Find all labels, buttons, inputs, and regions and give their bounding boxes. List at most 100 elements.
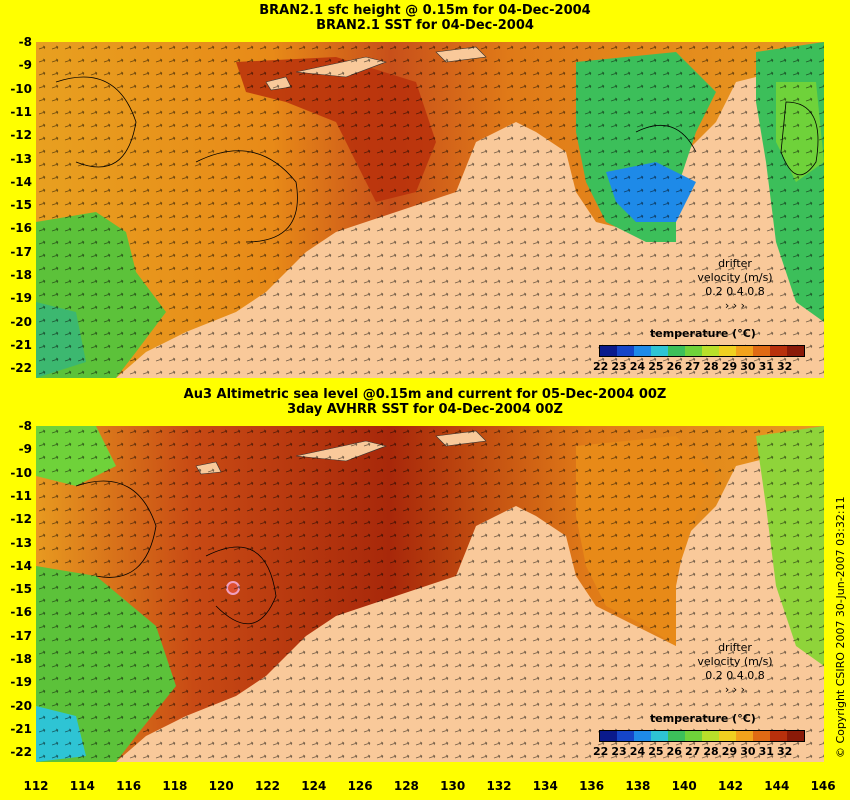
colorbar-label: 31: [758, 745, 774, 758]
colorbar-swatch: [753, 346, 770, 356]
y-tick-label: -13: [10, 535, 32, 550]
y-tick-label: -11: [10, 488, 32, 503]
colorbar-swatch: [617, 346, 634, 356]
colorbar-label: 32: [777, 360, 793, 373]
colorbar-swatch: [668, 731, 685, 741]
y-tick-label: -19: [10, 675, 32, 690]
x-tick-label: 128: [393, 779, 419, 793]
bottom-drifter-line2: velocity (m/s): [697, 655, 773, 668]
bottom-colorbar: [599, 730, 805, 742]
colorbar-label: 25: [648, 745, 664, 758]
y-tick-label: -22: [10, 361, 32, 376]
y-tick-label: -9: [18, 442, 32, 457]
y-tick-label: -19: [10, 291, 32, 306]
x-tick-label: 140: [671, 779, 697, 793]
y-tick-label: -13: [10, 151, 32, 166]
y-tick-label: -12: [10, 512, 32, 527]
x-tick-label: 146: [810, 779, 836, 793]
x-tick-label: 138: [625, 779, 651, 793]
y-tick-label: -18: [10, 268, 32, 282]
y-tick-label: -21: [10, 337, 32, 352]
y-tick-label: -22: [10, 745, 32, 760]
colorbar-label: 26: [666, 745, 682, 758]
bottom-drifter-line1: drifter: [718, 641, 752, 654]
colorbar-label: 24: [629, 745, 646, 758]
y-tick-label: -10: [10, 81, 32, 96]
y-tick-label: -12: [10, 128, 32, 143]
colorbar-swatch: [719, 346, 736, 356]
colorbar-swatch: [634, 346, 651, 356]
bottom-drifter-arrows: › › ›: [724, 683, 746, 696]
copyright-text: © Copyright CSIRO 2007 30-Jun-2007 03:32…: [834, 496, 847, 758]
bottom-map-panel: [36, 426, 824, 762]
top-title-line2: BRAN2.1 SST for 04-Dec-2004: [316, 18, 534, 33]
colorbar-label: 31: [758, 360, 774, 373]
x-tick-label: 116: [116, 779, 142, 793]
top-colorbar: [599, 345, 805, 357]
colorbar-swatch: [770, 731, 787, 741]
y-tick-label: -9: [18, 58, 32, 73]
colorbar-swatch: [651, 346, 668, 356]
x-tick-label: 124: [301, 779, 327, 793]
colorbar-swatch: [634, 731, 651, 741]
colorbar-label: 26: [666, 360, 682, 373]
colorbar-label: 27: [685, 745, 701, 758]
colorbar-swatch: [617, 731, 634, 741]
y-tick-label: -16: [10, 221, 32, 236]
colorbar-label: 30: [740, 745, 756, 758]
x-tick-label: 126: [347, 779, 373, 793]
bottom-title-line1: Au3 Altimetric sea level @0.15m and curr…: [183, 387, 667, 402]
colorbar-swatch: [787, 346, 804, 356]
y-tick-label: -14: [10, 174, 32, 189]
colorbar-label: 25: [648, 360, 664, 373]
colorbar-label: 29: [721, 745, 738, 758]
colorbar-swatch: [787, 731, 804, 741]
x-tick-label: 120: [208, 779, 234, 793]
colorbar-label: 22: [593, 745, 609, 758]
top-drifter-line1: drifter: [718, 257, 752, 270]
colorbar-swatch: [719, 731, 736, 741]
bottom-sst-map: [36, 426, 824, 762]
y-tick-label: -18: [10, 652, 32, 666]
colorbar-swatch: [702, 346, 719, 356]
y-tick-label: -15: [10, 582, 32, 597]
bottom-legend-title: temperature (°C): [650, 712, 756, 725]
colorbar-label: 30: [740, 360, 756, 373]
y-tick-label: -8: [18, 419, 32, 433]
x-tick-label: 122: [254, 779, 281, 793]
y-tick-label: -21: [10, 721, 32, 736]
colorbar-swatch: [736, 731, 753, 741]
y-tick-label: -11: [10, 104, 32, 119]
top-title-line1: BRAN2.1 sfc height @ 0.15m for 04-Dec-20…: [259, 3, 591, 18]
colorbar-label: 28: [703, 360, 719, 373]
colorbar-label: 22: [593, 360, 609, 373]
top-map-panel: [36, 42, 824, 378]
colorbar-swatch: [736, 346, 753, 356]
colorbar-swatch: [600, 731, 617, 741]
top-drifter-arrows: › › ›: [724, 299, 746, 312]
y-tick-label: -10: [10, 465, 32, 480]
colorbar-label: 29: [721, 360, 738, 373]
x-tick-label: 144: [764, 779, 790, 793]
x-tick-label: 112: [23, 779, 49, 793]
x-tick-label: 142: [717, 779, 744, 793]
x-tick-label: 132: [486, 779, 512, 793]
colorbar-label: 28: [703, 745, 719, 758]
bottom-title-line2: 3day AVHRR SST for 04-Dec-2004 00Z: [287, 402, 563, 417]
colorbar-swatch: [702, 731, 719, 741]
svg-text:© Copyright CSIRO 2007 30-Ju: © Copyright CSIRO 2007 30-Jun-2007 03:32…: [834, 496, 847, 758]
x-tick-label: 114: [69, 779, 95, 793]
y-tick-label: -16: [10, 605, 32, 620]
x-tick-label: 134: [532, 779, 558, 793]
y-tick-label: -15: [10, 198, 32, 213]
colorbar-swatch: [685, 346, 702, 356]
top-drifter-line2: velocity (m/s): [697, 271, 773, 284]
colorbar-label: 23: [611, 360, 627, 373]
x-tick-label: 118: [162, 779, 188, 793]
colorbar-label: 24: [629, 360, 646, 373]
y-tick-label: -20: [10, 314, 32, 329]
colorbar-label: 32: [777, 745, 793, 758]
colorbar-swatch: [770, 346, 787, 356]
colorbar-swatch: [753, 731, 770, 741]
bottom-drifter-legend: drifter velocity (m/s) 0.2 0.4 0.8 › › ›: [690, 641, 780, 697]
